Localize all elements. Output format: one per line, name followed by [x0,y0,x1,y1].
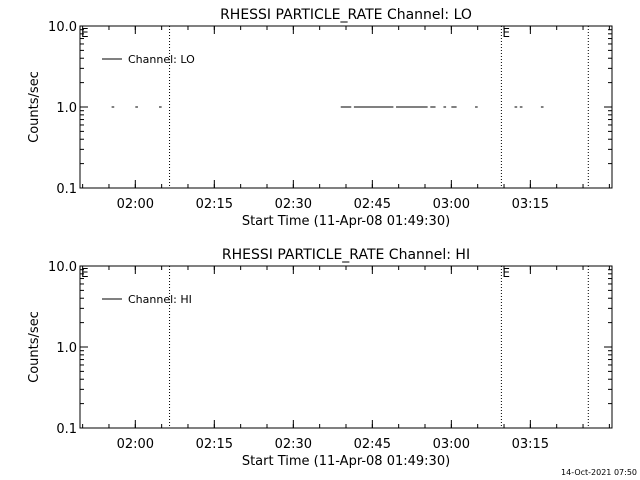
y-tick-label: 0.1 [56,182,77,197]
x-tick-label: 03:15 [512,197,549,212]
corner-label: E [81,266,89,280]
x-tick-label: 02:00 [117,437,154,452]
x-tick-label: 02:30 [275,437,312,452]
y-axis-label: Counts/sec [27,311,42,383]
legend-label: Channel: LO [128,53,195,66]
x-tick-label: 02:15 [196,197,233,212]
y-tick-label: 1.0 [56,341,77,356]
legend-label: Channel: HI [128,293,192,306]
x-tick-label: 03:00 [433,197,470,212]
x-tick-label: 02:00 [117,197,154,212]
x-tick-label: 03:15 [512,437,549,452]
chart-title: RHESSI PARTICLE_RATE Channel: HI [222,247,470,263]
footer-timestamp: 14-Oct-2021 07:50 [561,468,637,477]
chart-title: RHESSI PARTICLE_RATE Channel: LO [220,7,472,23]
x-axis-label: Start Time (11-Apr-08 01:49:30) [242,214,450,229]
y-tick-label: 10.0 [48,20,77,35]
event-marker-label: E [502,26,510,40]
x-tick-label: 02:15 [196,437,233,452]
corner-label: E [81,26,89,40]
x-axis-label: Start Time (11-Apr-08 01:49:30) [242,454,450,469]
y-tick-label: 10.0 [48,260,77,275]
plot-frame [79,265,613,429]
chart-panel-1: RHESSI PARTICLE_RATE Channel: LO 0.1 1.0 10… [27,7,613,229]
x-tick-label: 02:30 [275,197,312,212]
event-marker-label: E [502,266,510,280]
y-axis-label: Counts/sec [27,71,42,143]
x-tick-label: 02:45 [354,437,391,452]
y-tick-label: 1.0 [56,101,77,116]
x-tick-label: 03:00 [433,437,470,452]
y-tick-label: 0.1 [56,422,77,437]
x-tick-label: 02:45 [354,197,391,212]
chart-panel-2: RHESSI PARTICLE_RATE Channel: HI 0.1 1.0 10… [27,247,613,469]
